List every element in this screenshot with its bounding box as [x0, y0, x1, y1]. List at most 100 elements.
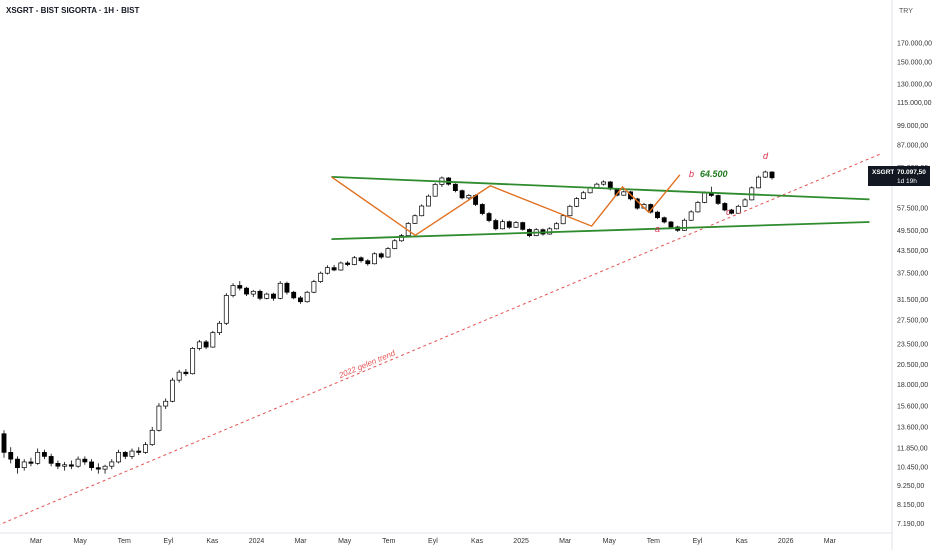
candle-body	[291, 291, 297, 299]
candle	[318, 271, 324, 283]
candle-body	[735, 205, 741, 214]
candle	[479, 203, 485, 216]
x-tick-label: Eyl	[163, 538, 173, 545]
time-axis[interactable]: Mar May Tem Eyl Kas 2024 Mar May Tem Eyl Kas 2025 Ma…	[30, 538, 837, 545]
currency-label[interactable]: TRY	[899, 8, 913, 15]
wave-point-a: a	[655, 224, 660, 234]
candle	[122, 451, 128, 460]
candle	[661, 216, 667, 224]
candle	[304, 290, 310, 303]
wave-point-c: c	[726, 207, 731, 217]
candle-body	[304, 291, 310, 303]
candle-body	[742, 199, 748, 207]
candle	[708, 186, 714, 197]
y-tick-label: 15.600,00	[897, 404, 928, 411]
candle-body	[432, 184, 438, 197]
candle-body	[237, 285, 243, 289]
candle	[109, 459, 115, 470]
candle	[493, 218, 499, 231]
candle-body	[769, 171, 775, 179]
x-tick-label: May	[338, 538, 352, 545]
y-tick-label: 170.000,00	[897, 41, 932, 48]
candle	[513, 221, 519, 228]
candle	[345, 261, 351, 267]
candle-body	[493, 220, 499, 230]
candle-body	[655, 211, 660, 219]
candle-body	[378, 253, 384, 258]
candle	[681, 218, 687, 231]
candle	[217, 321, 223, 336]
candle	[385, 247, 391, 258]
candle-body	[399, 235, 404, 242]
channel-upper-line	[331, 176, 870, 201]
candle-body	[681, 219, 687, 231]
x-tick-label: 2026	[778, 538, 794, 545]
candle-body	[351, 257, 357, 265]
y-tick-label: 115.000,00	[897, 100, 932, 107]
candle	[62, 461, 68, 471]
y-tick-label: 20.500,00	[897, 362, 928, 369]
candle	[277, 281, 283, 300]
candle-body	[513, 222, 519, 228]
price-axis[interactable]: 170.000,00 150.000,00 130.000,00 115.000,00…	[897, 41, 932, 529]
candle-body	[762, 171, 768, 178]
x-tick-label: Kas	[471, 538, 484, 545]
candle	[8, 447, 14, 464]
candle-body	[479, 204, 485, 214]
candle	[399, 234, 404, 242]
drawings-layer	[0, 153, 881, 525]
candle-body	[506, 221, 512, 228]
candle	[129, 448, 135, 460]
candle-body	[149, 429, 155, 446]
candle	[351, 255, 357, 266]
candle-body	[520, 222, 526, 230]
candle	[560, 214, 566, 225]
y-tick-label: 130.000,00	[897, 81, 932, 88]
x-tick-label: Kas	[206, 538, 219, 545]
x-tick-label: Mar	[30, 538, 43, 545]
last-price-countdown: 1d 19h	[897, 178, 917, 185]
candle	[378, 252, 384, 259]
candle-body	[318, 272, 324, 282]
candle	[176, 369, 182, 383]
candle	[15, 456, 20, 474]
candle-body	[661, 217, 667, 223]
candle	[156, 403, 162, 432]
candle	[257, 289, 263, 301]
candle-body	[62, 464, 68, 467]
candle-body	[1, 433, 7, 453]
candle	[136, 447, 142, 456]
candle	[715, 194, 721, 205]
candle	[230, 283, 236, 298]
candle	[500, 219, 505, 230]
candle-body	[109, 461, 115, 467]
candle	[486, 211, 492, 223]
y-tick-label: 57.500,00	[897, 205, 928, 212]
y-tick-label: 11.850,00	[897, 445, 928, 452]
candle	[237, 281, 243, 291]
x-tick-label: May	[603, 538, 617, 545]
price-tag: XSGRT	[868, 166, 899, 186]
candle	[365, 259, 371, 266]
candle	[412, 214, 418, 225]
candle-body	[82, 458, 88, 463]
x-tick-label: Eyl	[693, 538, 703, 545]
x-tick-label: Tem	[647, 538, 660, 545]
candle-body	[372, 253, 377, 265]
candle	[722, 202, 728, 212]
candle-body	[95, 467, 101, 470]
candle	[169, 377, 175, 403]
candle	[688, 210, 694, 221]
candle-body	[621, 191, 627, 196]
candle-body	[466, 195, 472, 199]
candle-body	[580, 192, 586, 199]
candle-body	[156, 405, 162, 431]
candle	[756, 175, 761, 189]
candle-body	[129, 450, 135, 457]
candle-body	[452, 183, 458, 191]
candle	[82, 456, 88, 465]
candle-body	[756, 176, 761, 189]
channel-lower-line	[331, 221, 870, 241]
wave-point-b: b	[689, 169, 694, 179]
